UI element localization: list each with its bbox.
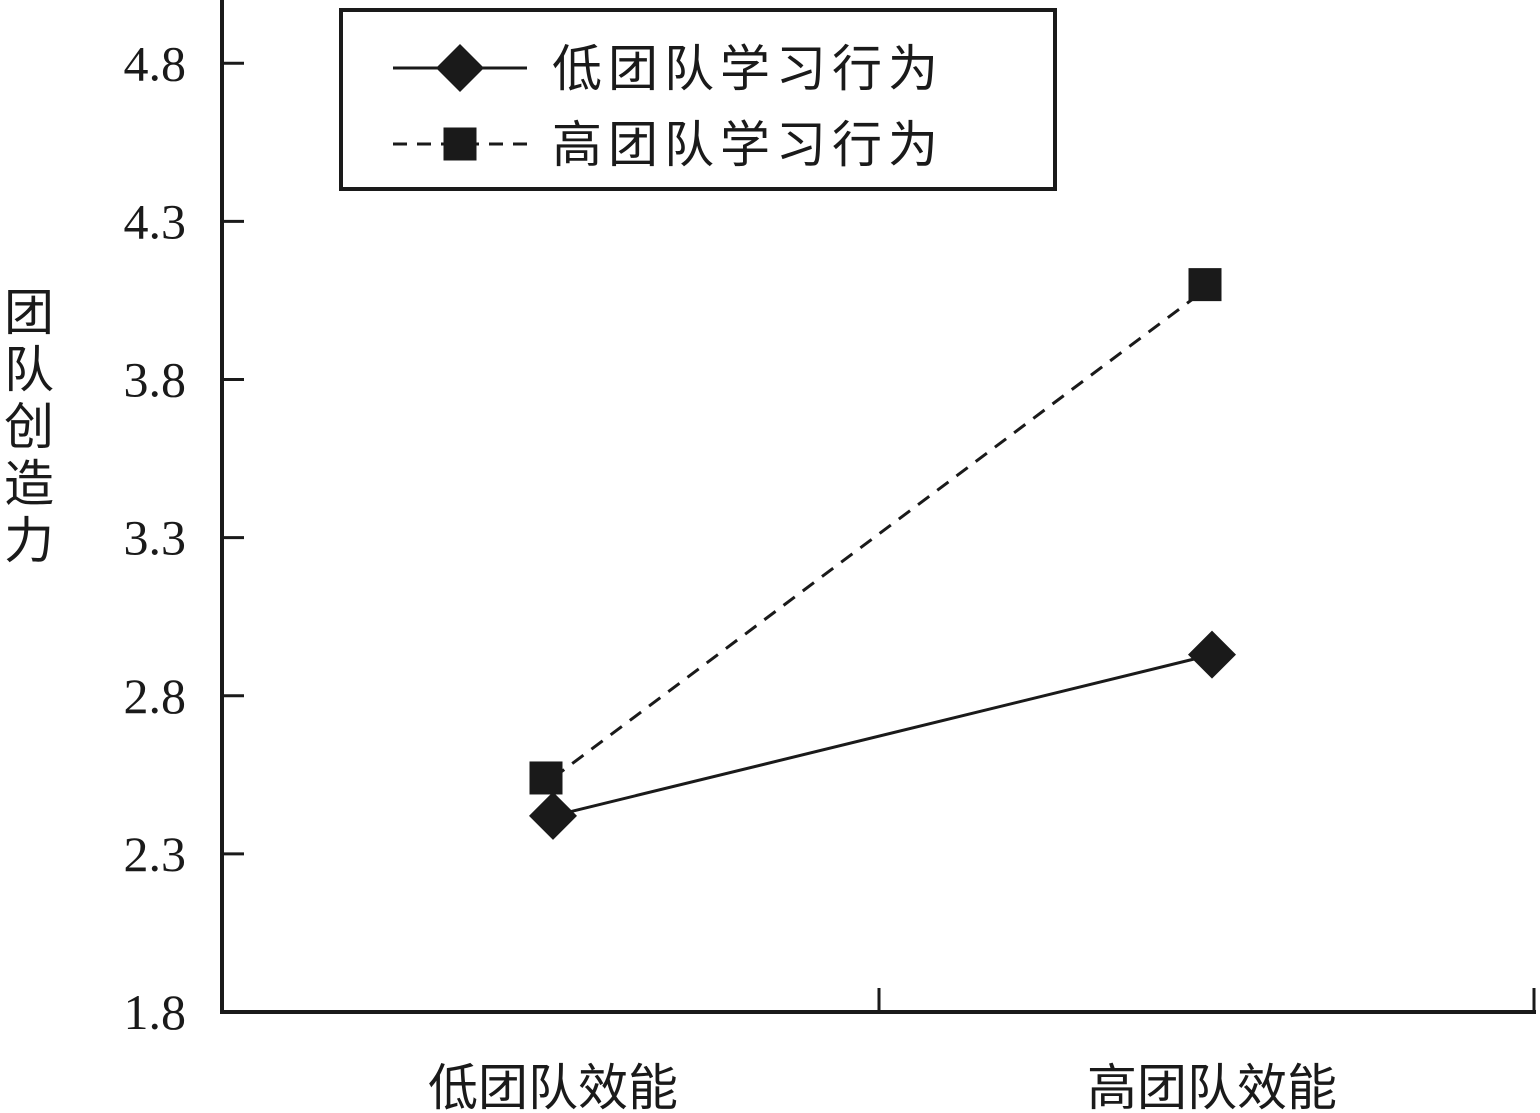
legend-entry-label: 高团队学习行为: [552, 116, 944, 174]
x-category-label: 低团队效能: [428, 1059, 678, 1113]
square-marker: [1188, 268, 1222, 302]
y-tick-label: 4.3: [124, 193, 187, 249]
series-line: [552, 653, 1213, 818]
diamond-marker: [1188, 630, 1236, 679]
square-marker: [443, 127, 477, 161]
series-high-learning: [552, 283, 1213, 780]
x-category-label: 高团队效能: [1087, 1059, 1337, 1113]
y-axis-label-text: 团队创造力: [4, 284, 54, 570]
y-tick-label: 1.8: [124, 984, 187, 1040]
diamond-marker: [529, 791, 577, 840]
y-tick-label: 3.8: [124, 352, 187, 408]
square-marker: [529, 761, 563, 795]
y-tick-label: 2.3: [124, 826, 187, 882]
x-axis-ticks: 低团队效能 高团队效能: [428, 988, 1536, 1113]
legend-entry-label: 低团队学习行为: [552, 40, 944, 98]
y-tick-label: 2.8: [124, 668, 187, 724]
y-tick-label: 3.3: [124, 510, 187, 566]
y-axis-label: 团队创造力: [4, 284, 54, 570]
series-layer: [529, 268, 1236, 840]
diamond-marker: [436, 44, 484, 92]
series-low-learning: [552, 653, 1213, 818]
y-tick-label: 4.8: [124, 35, 187, 91]
series-line: [552, 283, 1213, 780]
y-axis-ticks: 1.8 2.3 2.8 3.3 3.8 4.3 4.8: [124, 35, 244, 1040]
